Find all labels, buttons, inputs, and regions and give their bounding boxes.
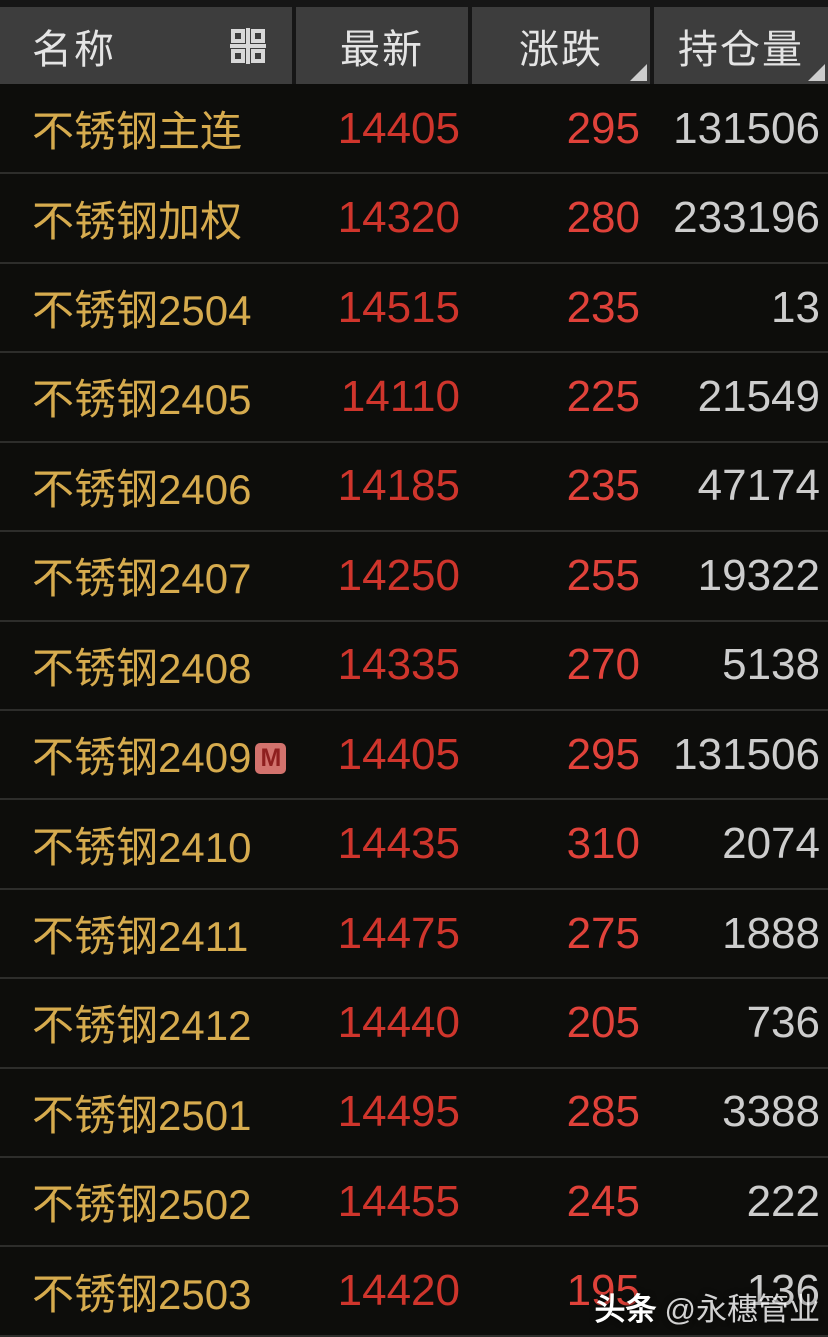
price-change: 205 <box>566 997 640 1047</box>
open-interest: 233196 <box>673 193 820 243</box>
last-price: 14515 <box>337 282 460 332</box>
contract-name: 不锈钢2412 <box>32 1002 252 1050</box>
price-change: 310 <box>566 819 640 869</box>
table-row[interactable]: 不锈钢2412 14440 205 736 <box>0 979 828 1069</box>
contract-name: 不锈钢2502 <box>32 1181 252 1229</box>
last-price: 14475 <box>337 908 460 958</box>
contract-name: 不锈钢2501 <box>32 1091 252 1139</box>
table-row[interactable]: 不锈钢2409 M 14405 295 131506 <box>0 710 828 801</box>
open-interest: 222 <box>746 1176 820 1226</box>
open-interest: 21549 <box>697 371 820 421</box>
contract-name-cell: 不锈钢主连 <box>0 98 290 159</box>
contract-name-cell: 不锈钢2407 <box>0 545 290 606</box>
price-change: 280 <box>566 193 640 243</box>
contract-name: 不锈钢2504 <box>32 287 252 335</box>
contract-name-cell: 不锈钢2406 <box>0 456 290 517</box>
last-price: 14455 <box>337 1176 460 1226</box>
contract-name-cell: 不锈钢2502 <box>0 1171 290 1232</box>
contract-name-cell: 不锈钢2410 <box>0 814 290 875</box>
table-row[interactable]: 不锈钢加权 14320 280 233196 <box>0 174 828 264</box>
last-price: 14405 <box>337 729 460 779</box>
last-price: 14440 <box>337 997 460 1047</box>
contract-name: 不锈钢主连 <box>32 108 243 156</box>
price-change: 285 <box>566 1087 640 1137</box>
column-header-name-label: 名称 <box>32 27 116 72</box>
table-row[interactable]: 不锈钢2405 14110 225 21549 <box>0 353 828 443</box>
price-change: 235 <box>566 282 640 332</box>
contract-name-cell: 不锈钢2412 <box>0 992 290 1053</box>
contract-name-cell: 不锈钢2504 <box>0 277 290 338</box>
column-header-change-label: 涨跌 <box>519 27 603 72</box>
open-interest: 47174 <box>697 461 820 511</box>
price-change: 245 <box>566 1176 640 1226</box>
open-interest: 2074 <box>722 819 820 869</box>
table-row[interactable]: 不锈钢2501 14495 285 3388 <box>0 1068 828 1159</box>
last-price: 14420 <box>337 1266 460 1316</box>
column-header-open-interest-label: 持仓量 <box>678 27 804 72</box>
contract-name-cell: 不锈钢2409 M <box>0 724 290 785</box>
sort-corner-icon <box>630 64 647 81</box>
last-price: 14110 <box>340 371 460 421</box>
contract-name: 不锈钢加权 <box>32 197 243 245</box>
contract-name: 不锈钢2503 <box>32 1270 252 1318</box>
table-row[interactable]: 不锈钢2407 14250 255 19322 <box>0 532 828 622</box>
contract-name-cell: 不锈钢2501 <box>0 1082 290 1143</box>
open-interest: 136 <box>746 1266 820 1316</box>
contract-name: 不锈钢2406 <box>32 465 252 513</box>
table-row[interactable]: 不锈钢2410 14435 310 2074 <box>0 800 828 890</box>
last-price: 14405 <box>337 103 460 153</box>
table-row[interactable]: 不锈钢主连 14405 295 131506 <box>0 85 828 175</box>
open-interest: 131506 <box>673 729 820 779</box>
contract-name-cell: 不锈钢加权 <box>0 188 290 249</box>
last-price: 14495 <box>337 1087 460 1137</box>
last-price: 14335 <box>337 640 460 690</box>
open-interest: 3388 <box>722 1087 820 1137</box>
contract-name-cell: 不锈钢2408 <box>0 635 290 696</box>
open-interest: 19322 <box>697 550 820 600</box>
table-row[interactable]: 不锈钢2503 14420 195 136 <box>0 1247 828 1337</box>
last-price: 14250 <box>337 550 460 600</box>
contract-name: 不锈钢2408 <box>32 644 252 692</box>
price-change: 235 <box>566 461 640 511</box>
price-change: 275 <box>566 908 640 958</box>
table-row[interactable]: 不锈钢2411 14475 275 1888 <box>0 889 828 980</box>
sort-corner-icon <box>808 64 825 81</box>
contract-name-cell: 不锈钢2405 <box>0 366 290 427</box>
main-contract-badge: M <box>255 743 287 775</box>
contract-name-cell: 不锈钢2411 <box>0 903 290 964</box>
column-header-name[interactable]: 名称 <box>0 7 292 84</box>
last-price: 14435 <box>337 819 460 869</box>
last-price: 14320 <box>337 193 460 243</box>
grid-layout-icon[interactable] <box>230 27 266 64</box>
contract-name: 不锈钢2411 <box>32 913 249 960</box>
price-change: 270 <box>566 640 640 690</box>
last-price: 14185 <box>337 461 460 511</box>
contract-name: 不锈钢2410 <box>32 823 252 871</box>
column-header-last-label: 最新 <box>340 27 424 72</box>
open-interest: 13 <box>771 282 820 332</box>
table-row[interactable]: 不锈钢2408 14335 270 5138 <box>0 621 828 711</box>
open-interest: 5138 <box>722 640 820 690</box>
contracts-table-body: 不锈钢主连 14405 295 131506 不锈钢加权 14320 280 2… <box>0 85 828 1337</box>
open-interest: 1888 <box>722 908 820 958</box>
contract-name: 不锈钢2407 <box>32 555 252 603</box>
column-header-open-interest[interactable]: 持仓量 <box>654 7 828 84</box>
contract-name-cell: 不锈钢2503 <box>0 1261 290 1322</box>
column-header-change[interactable]: 涨跌 <box>472 7 650 84</box>
price-change: 295 <box>566 103 640 153</box>
price-change: 195 <box>566 1266 640 1316</box>
contract-name: 不锈钢2409 <box>32 734 252 782</box>
contract-name: 不锈钢2405 <box>32 376 252 424</box>
table-header: 名称 最新 涨跌 <box>0 0 828 84</box>
open-interest: 736 <box>746 997 820 1047</box>
price-change: 295 <box>566 729 640 779</box>
column-header-last[interactable]: 最新 <box>296 7 468 84</box>
price-change: 225 <box>566 371 640 421</box>
open-interest: 131506 <box>673 103 820 153</box>
table-row[interactable]: 不锈钢2504 14515 235 13 <box>0 263 828 354</box>
table-row[interactable]: 不锈钢2502 14455 245 222 <box>0 1158 828 1248</box>
table-row[interactable]: 不锈钢2406 14185 235 47174 <box>0 442 828 533</box>
price-change: 255 <box>566 550 640 600</box>
